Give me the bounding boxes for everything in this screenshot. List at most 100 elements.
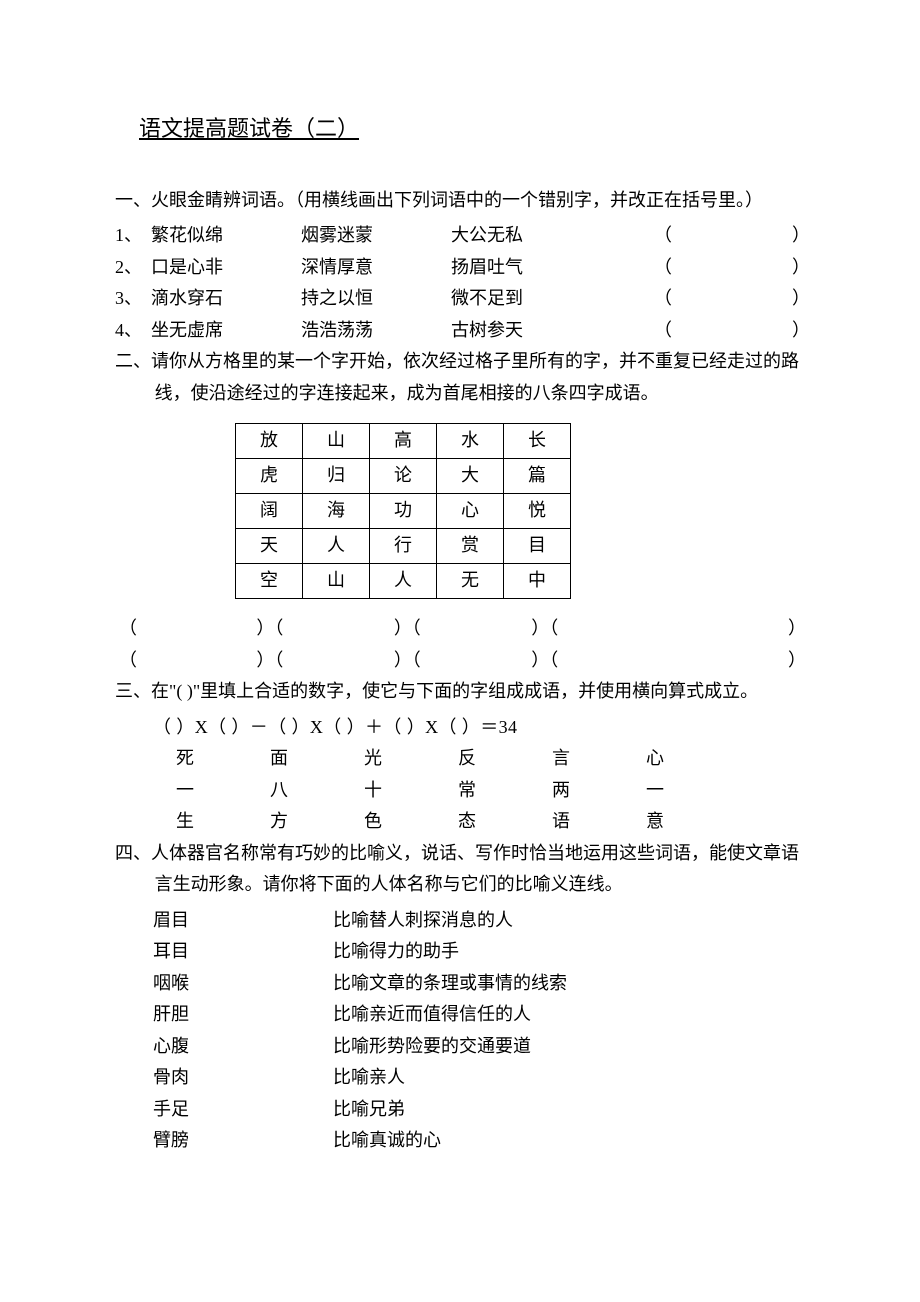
paren-open: （ <box>654 220 672 252</box>
q3-char: 面 <box>267 743 291 775</box>
paren-close: ） <box>669 613 806 645</box>
q3-char: 光 <box>361 743 385 775</box>
q2-answer-row: （ ）（ ）（ ）（ ） <box>115 645 810 677</box>
q1-num: 1、 <box>115 220 151 252</box>
q4-right: 比喻真诚的心 <box>333 1125 441 1157</box>
q3-char: 方 <box>267 806 291 838</box>
grid-cell: 山 <box>303 564 370 599</box>
q3-line: 死 面 光 反 言 心 <box>115 743 810 775</box>
table-row: 放 山 高 水 长 <box>236 424 571 459</box>
grid-cell: 赏 <box>437 529 504 564</box>
q4-right: 比喻形势险要的交通要道 <box>333 1031 531 1063</box>
q4-heading: 四、人体器官名称常有巧妙的比喻义，说话、写作时恰当地运用这些词语，能使文章语言生… <box>115 838 810 901</box>
paren-close: ） <box>792 283 810 315</box>
table-row: 天 人 行 赏 目 <box>236 529 571 564</box>
q1-word: 浩浩荡荡 <box>301 315 451 347</box>
q4-right: 比喻文章的条理或事情的线索 <box>333 968 567 1000</box>
q1-row: 4、 坐无虚席 浩浩荡荡 古树参天 （ ） <box>115 315 810 347</box>
q4-left: 手足 <box>153 1094 333 1126</box>
q3-char: 八 <box>267 775 291 807</box>
q4-row: 臂膀比喻真诚的心 <box>115 1125 810 1157</box>
q3-char: 死 <box>173 743 197 775</box>
paren-pair: ）（ <box>531 613 668 645</box>
q1-num: 4、 <box>115 315 151 347</box>
q4-row: 心腹比喻形势险要的交通要道 <box>115 1031 810 1063</box>
grid-cell: 篇 <box>504 459 571 494</box>
q1-word: 深情厚意 <box>301 252 451 284</box>
q3-char: 十 <box>361 775 385 807</box>
paren-pair: ）（ <box>256 645 393 677</box>
grid-cell: 水 <box>437 424 504 459</box>
grid-cell: 空 <box>236 564 303 599</box>
q4-row: 眉目比喻替人刺探消息的人 <box>115 905 810 937</box>
q3-char: 心 <box>643 743 667 775</box>
q1-heading: 一、火眼金睛辨词语。（用横线画出下列词语中的一个错别字，并改正在括号里。） <box>115 185 810 217</box>
q4-left: 骨肉 <box>153 1062 333 1094</box>
grid-cell: 大 <box>437 459 504 494</box>
q4-right: 比喻得力的助手 <box>333 936 459 968</box>
q3-char: 意 <box>643 806 667 838</box>
paren-close: ） <box>792 220 810 252</box>
grid-cell: 中 <box>504 564 571 599</box>
paren-pair: ）（ <box>394 613 531 645</box>
paren-close: ） <box>669 645 806 677</box>
q2-answer-row: （ ）（ ）（ ）（ ） <box>115 613 810 645</box>
q4-right: 比喻亲人 <box>333 1062 405 1094</box>
q1-num: 3、 <box>115 283 151 315</box>
q4-row: 咽喉比喻文章的条理或事情的线索 <box>115 968 810 1000</box>
q4-row: 手足比喻兄弟 <box>115 1094 810 1126</box>
q1-word: 持之以恒 <box>301 283 451 315</box>
q4-left: 肝胆 <box>153 999 333 1031</box>
grid-cell: 功 <box>370 494 437 529</box>
q1-word: 大公无私 <box>451 220 601 252</box>
q3-char: 生 <box>173 806 197 838</box>
table-row: 阔 海 功 心 悦 <box>236 494 571 529</box>
q4-row: 肝胆比喻亲近而值得信任的人 <box>115 999 810 1031</box>
grid-cell: 归 <box>303 459 370 494</box>
q4-left: 臂膀 <box>153 1125 333 1157</box>
grid-cell: 高 <box>370 424 437 459</box>
table-row: 空 山 人 无 中 <box>236 564 571 599</box>
q4-right: 比喻亲近而值得信任的人 <box>333 999 531 1031</box>
q1-word: 微不足到 <box>451 283 601 315</box>
document-title: 语文提高题试卷（二） <box>139 110 810 149</box>
q1-word: 古树参天 <box>451 315 601 347</box>
q1-num: 2、 <box>115 252 151 284</box>
q3-char: 言 <box>549 743 573 775</box>
q1-word: 口是心非 <box>151 252 301 284</box>
q3-char: 一 <box>643 775 667 807</box>
q3-char: 两 <box>549 775 573 807</box>
q3-char: 反 <box>455 743 479 775</box>
grid-cell: 天 <box>236 529 303 564</box>
q1-row: 3、 滴水穿石 持之以恒 微不足到 （ ） <box>115 283 810 315</box>
q1-word: 烟雾迷蒙 <box>301 220 451 252</box>
paren-close: ） <box>792 315 810 347</box>
paren-open: （ <box>654 283 672 315</box>
grid-cell: 长 <box>504 424 571 459</box>
q3-line: 一 八 十 常 两 一 <box>115 775 810 807</box>
q3-char: 常 <box>455 775 479 807</box>
grid-cell: 悦 <box>504 494 571 529</box>
grid-cell: 人 <box>303 529 370 564</box>
grid-cell: 人 <box>370 564 437 599</box>
grid-cell: 山 <box>303 424 370 459</box>
q4-row: 耳目比喻得力的助手 <box>115 936 810 968</box>
grid-cell: 论 <box>370 459 437 494</box>
q4-left: 咽喉 <box>153 968 333 1000</box>
q2-heading: 二、请你从方格里的某一个字开始，依次经过格子里所有的字，并不重复已经走过的路线，… <box>115 346 810 409</box>
q3-char: 一 <box>173 775 197 807</box>
q3-char: 色 <box>361 806 385 838</box>
grid-cell: 放 <box>236 424 303 459</box>
paren-open: （ <box>654 252 672 284</box>
q1-word: 坐无虚席 <box>151 315 301 347</box>
q3-heading: 三、在"( )"里填上合适的数字，使它与下面的字组成成语，并使用横向算式成立。 <box>115 676 810 708</box>
q1-row: 1、 繁花似绵 烟雾迷蒙 大公无私 （ ） <box>115 220 810 252</box>
grid-cell: 无 <box>437 564 504 599</box>
q3-char: 态 <box>455 806 479 838</box>
paren-pair: ）（ <box>256 613 393 645</box>
grid-cell: 海 <box>303 494 370 529</box>
paren-close: ） <box>792 252 810 284</box>
paren-open: （ <box>654 315 672 347</box>
grid-cell: 目 <box>504 529 571 564</box>
paren-pair: ）（ <box>531 645 668 677</box>
